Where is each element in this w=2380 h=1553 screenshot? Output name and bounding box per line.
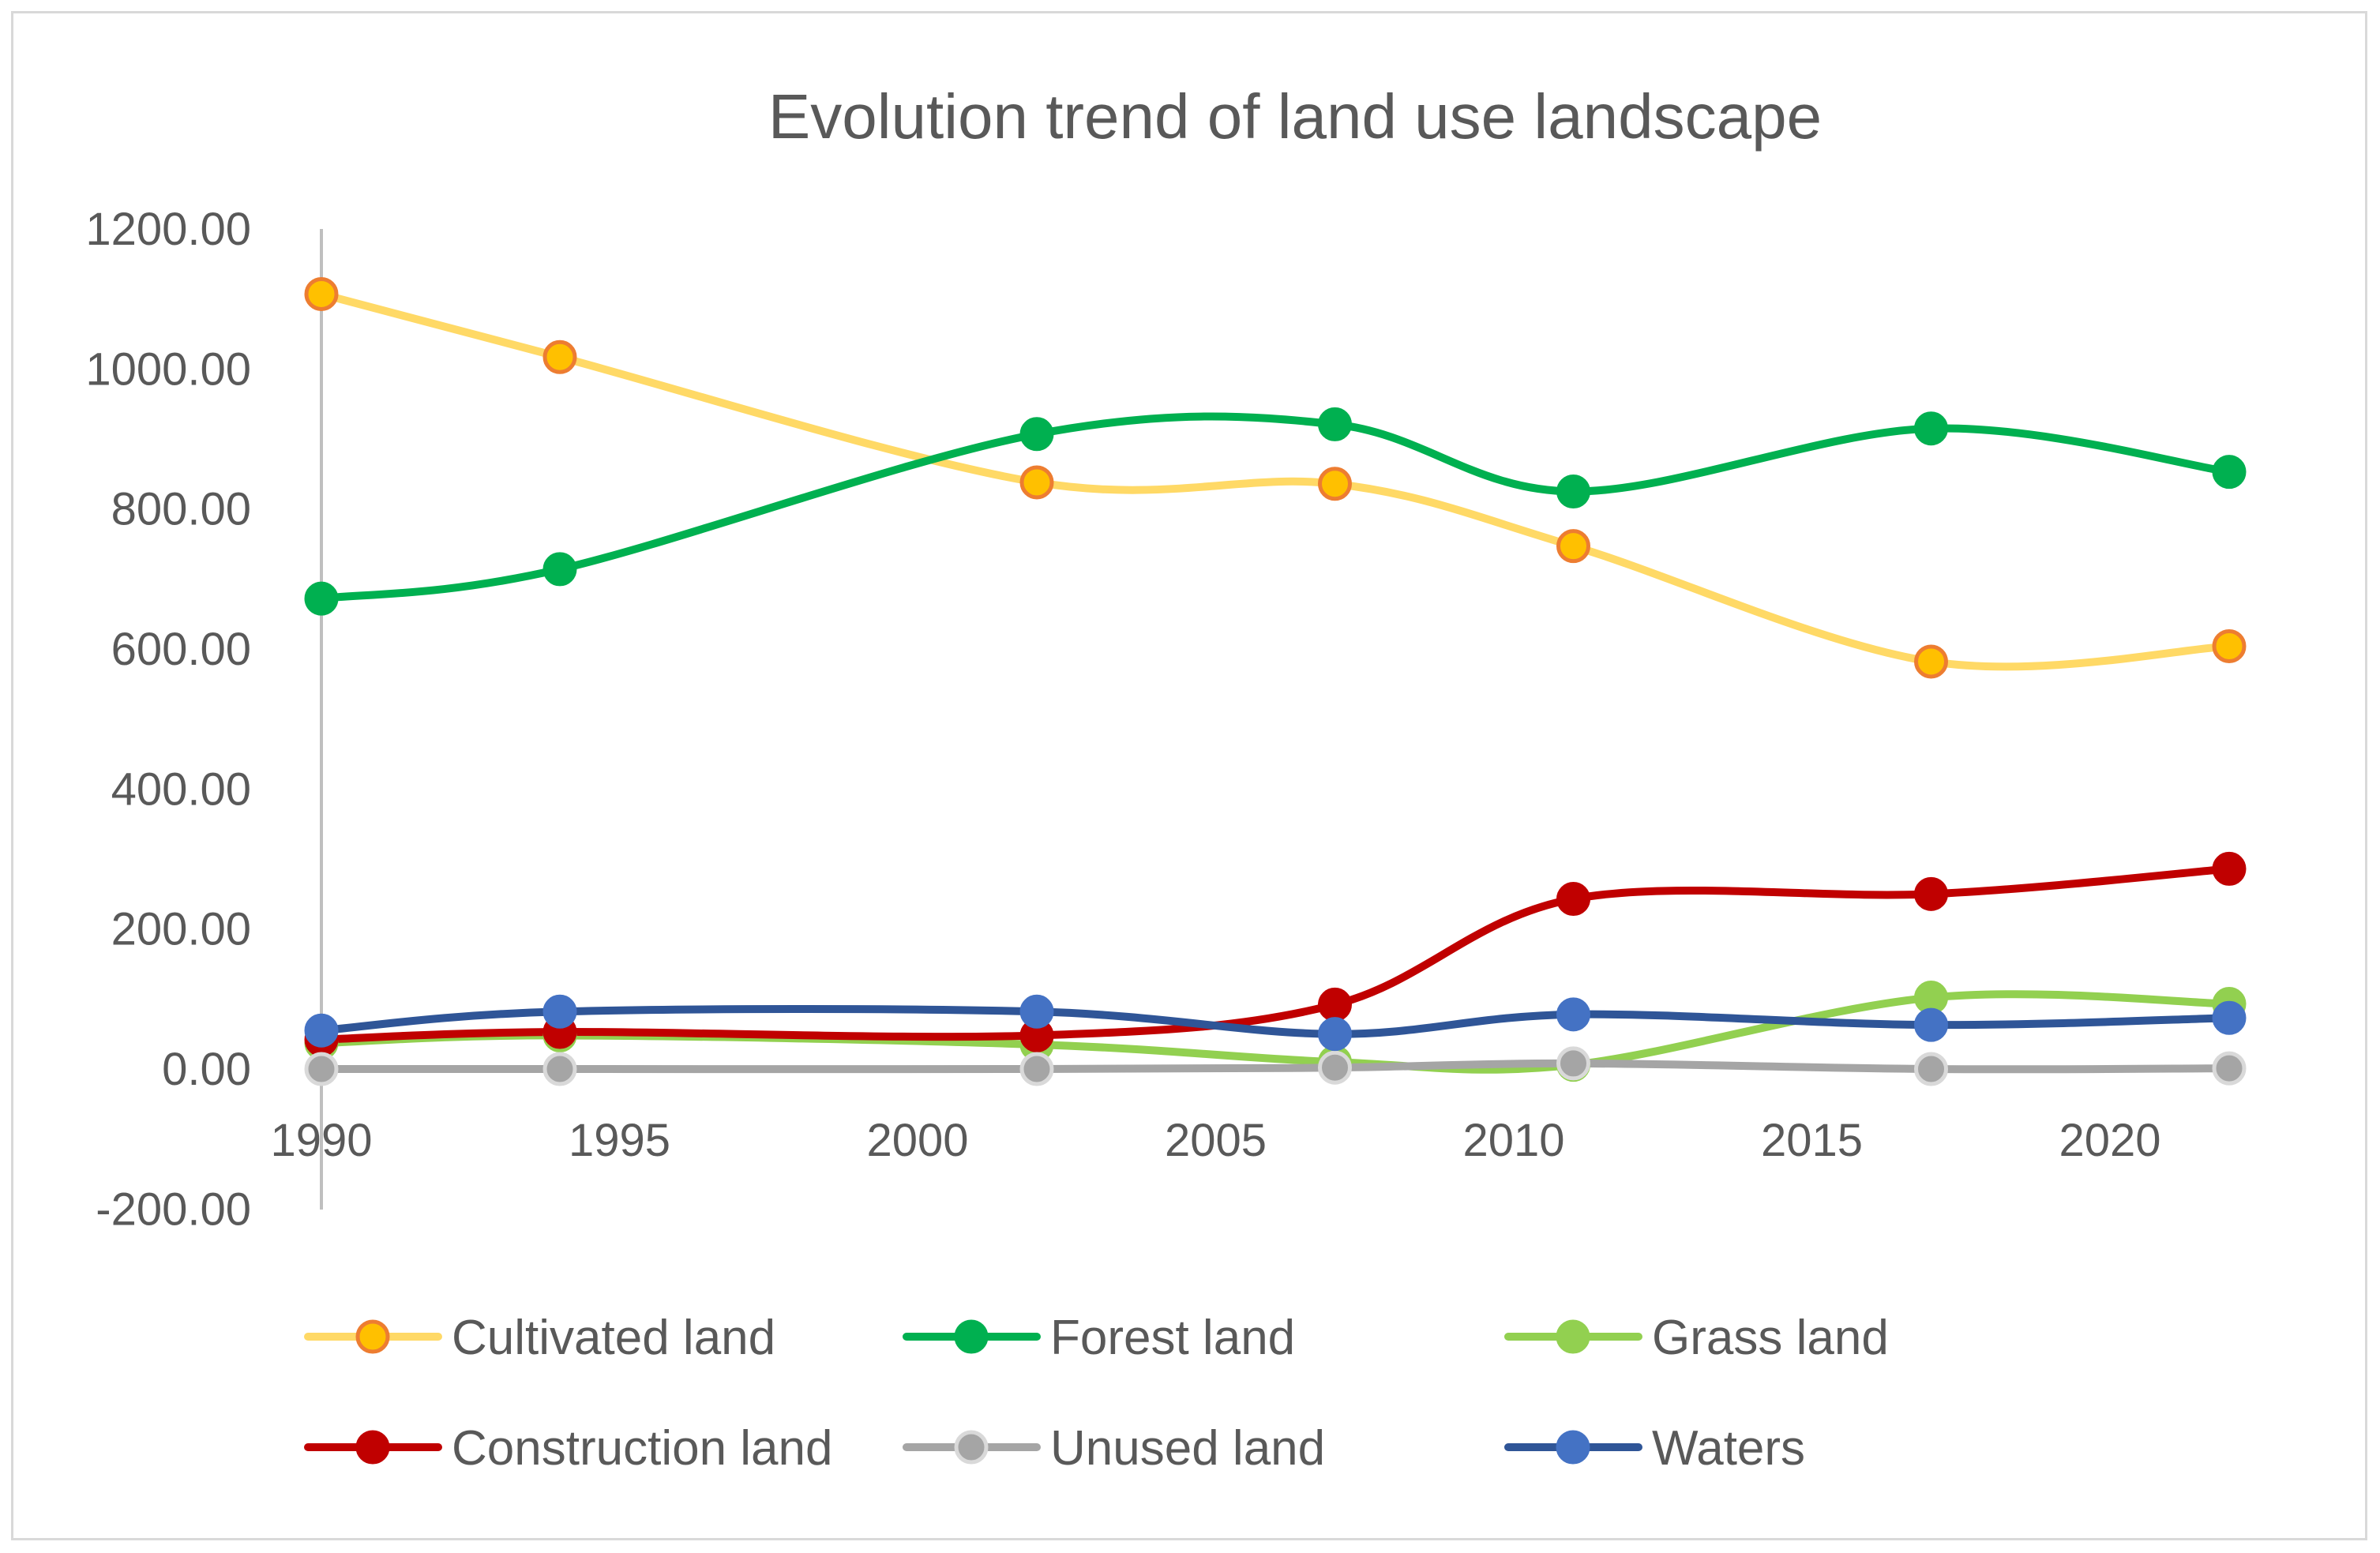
data-point	[1318, 467, 1352, 501]
legend-marker	[355, 1430, 390, 1465]
x-tick-label: 2015	[1761, 1115, 1863, 1166]
series-line-cultivated-land	[317, 290, 2233, 671]
x-tick-label: 2020	[2059, 1115, 2160, 1166]
data-point	[1318, 1050, 1352, 1085]
x-tick-label: 2000	[866, 1115, 968, 1166]
chart-frame	[11, 11, 2367, 1540]
legend-label: Forest land	[1050, 1311, 1295, 1365]
data-point	[1556, 475, 1590, 508]
data-point	[304, 581, 339, 616]
x-tick-label: 1990	[270, 1115, 372, 1166]
y-tick-label: 1000.00	[85, 343, 251, 395]
x-tick-label: 2010	[1462, 1115, 1564, 1166]
y-tick-label: 200.00	[111, 904, 251, 955]
data-point	[1019, 465, 1054, 500]
plot-area	[304, 276, 2247, 1086]
data-point	[1914, 1007, 1948, 1042]
data-point	[2212, 628, 2247, 663]
data-point	[542, 1052, 577, 1086]
legend: Cultivated land Forest land Grass land Cons…	[304, 1311, 1889, 1476]
series-markers-forest-land	[304, 407, 2247, 616]
data-point	[1318, 407, 1352, 441]
data-point	[2212, 1051, 2247, 1086]
data-point	[542, 339, 577, 374]
x-axis: 1990 1995 2000 2005 2010 2015 2020	[270, 1115, 2160, 1166]
legend-label: Construction land	[452, 1421, 833, 1476]
y-tick-label: 1200.00	[85, 204, 251, 255]
data-point	[1318, 987, 1352, 1022]
legend-item-forest-land: Forest land	[903, 1311, 1295, 1365]
legend-item-cultivated-land: Cultivated land	[304, 1311, 775, 1365]
y-tick-label: 400.00	[111, 763, 251, 815]
data-point	[1914, 411, 1948, 446]
data-point	[1019, 417, 1054, 452]
legend-label: Waters	[1652, 1421, 1805, 1476]
data-point	[542, 552, 577, 587]
legend-item-unused-land: Unused land	[903, 1421, 1325, 1476]
legend-item-waters: Waters	[1504, 1421, 1805, 1476]
y-tick-label: 600.00	[111, 624, 251, 675]
y-tick-label: -200.00	[96, 1184, 251, 1235]
legend-label: Unused land	[1050, 1421, 1325, 1476]
data-point	[2212, 851, 2247, 886]
data-point	[1556, 882, 1590, 917]
data-point	[542, 994, 577, 1029]
legend-marker	[954, 1430, 989, 1465]
data-point	[1019, 1052, 1054, 1086]
data-point	[2212, 455, 2247, 490]
legend-marker	[1556, 1319, 1590, 1354]
data-point	[1019, 994, 1054, 1029]
data-point	[1556, 997, 1590, 1032]
legend-item-grass-land: Grass land	[1504, 1311, 1889, 1365]
legend-label: Cultivated land	[452, 1311, 775, 1365]
data-point	[1914, 876, 1948, 911]
series-markers-cultivated-land	[304, 276, 2247, 679]
series-line-forest-land	[317, 412, 2233, 603]
data-point	[2212, 1000, 2247, 1035]
legend-marker	[355, 1319, 390, 1354]
data-point	[1318, 1017, 1352, 1052]
x-tick-label: 2005	[1165, 1115, 1267, 1166]
data-point	[304, 1052, 339, 1086]
y-axis: -200.00 0.00 200.00 400.00 600.00 800.00 1000.…	[85, 204, 323, 1235]
legend-item-construction-land: Construction land	[304, 1421, 833, 1476]
data-point	[1914, 644, 1948, 679]
series-markers-unused-land	[304, 1046, 2247, 1086]
y-tick-label: 0.00	[162, 1044, 251, 1095]
series-markers-waters	[304, 994, 2247, 1052]
y-tick-label: 800.00	[111, 484, 251, 535]
data-point	[304, 1013, 339, 1048]
data-point	[1556, 529, 1590, 564]
chart-title: Evolution trend of land use landscape	[768, 81, 1822, 152]
legend-marker	[954, 1319, 989, 1354]
legend-marker	[1556, 1430, 1590, 1465]
data-point	[1914, 1052, 1948, 1086]
x-tick-label: 1995	[569, 1115, 670, 1166]
legend-label: Grass land	[1652, 1311, 1889, 1365]
data-point	[1556, 1046, 1590, 1081]
data-point	[304, 276, 339, 311]
